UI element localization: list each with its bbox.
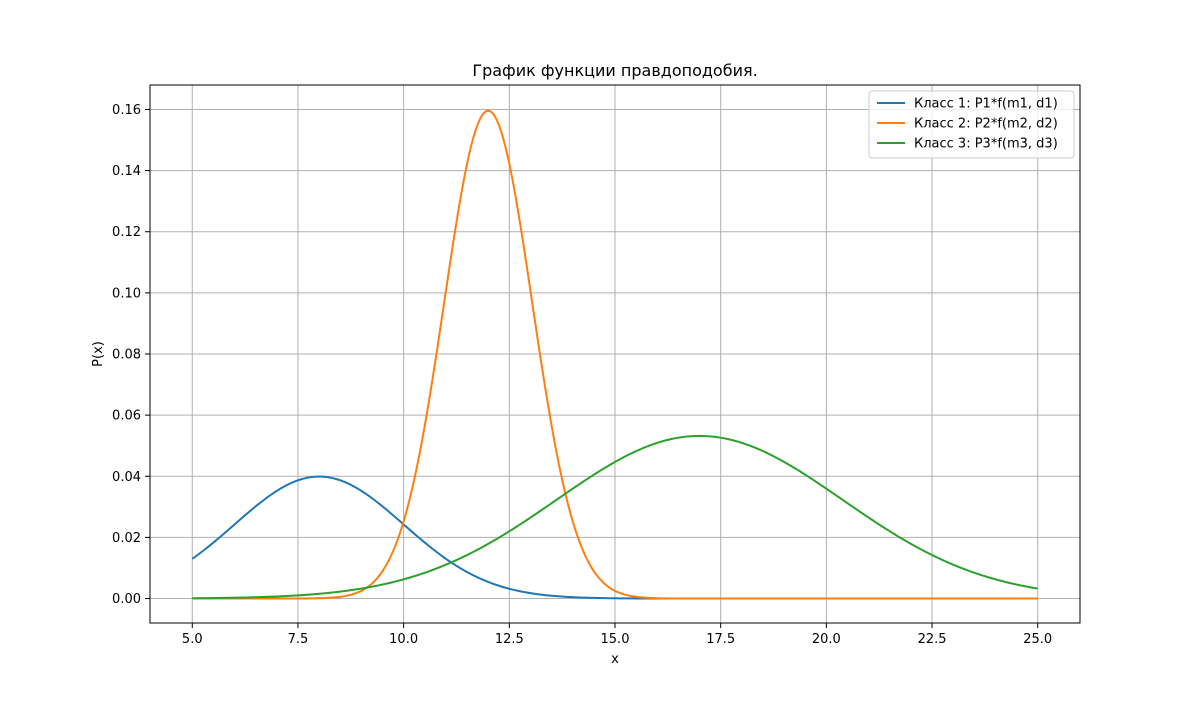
y-tick-label: 0.06	[112, 409, 141, 424]
x-tick-label: 25.0	[1023, 632, 1052, 647]
x-tick-label: 5.0	[182, 632, 203, 647]
y-tick-label: 0.02	[112, 531, 141, 546]
series-line-2	[192, 109, 1038, 600]
series-lines	[191, 109, 1038, 600]
x-tick-label: 20.0	[812, 632, 841, 647]
y-tick-label: 0.10	[112, 286, 141, 301]
x-tick-label: 22.5	[918, 632, 947, 647]
chart-title: График функции правдоподобия.	[472, 61, 757, 80]
y-tick-label: 0.08	[112, 348, 141, 363]
y-tick-label: 0.04	[112, 470, 141, 485]
x-tick-label: 10.0	[389, 632, 418, 647]
y-tick-label: 0.14	[112, 164, 141, 179]
axis-ticks: 5.0 7.5 10.0 12.5 15.0 17.5 20.0 22.5 25.0 0.00 0.…	[112, 103, 1052, 647]
legend: Класс 1: P1*f(m1, d1) Класс 2: P2*f(m2, d…	[868, 90, 1075, 159]
legend-label: Класс 1: P1*f(m1, d1)	[914, 97, 1058, 112]
y-tick-label: 0.16	[112, 103, 141, 118]
x-tick-label: 12.5	[495, 632, 524, 647]
x-tick-label: 17.5	[706, 632, 735, 647]
y-tick-label: 0.12	[112, 225, 141, 240]
y-tick-label: 0.00	[112, 592, 141, 607]
y-axis-label: P(x)	[91, 341, 106, 367]
legend-label: Класс 2: P2*f(m2, d2)	[914, 117, 1058, 132]
legend-label: Класс 3: P3*f(m3, d3)	[914, 137, 1058, 152]
series-line-3	[192, 434, 1038, 600]
x-tick-label: 7.5	[288, 632, 309, 647]
x-axis-label: x	[611, 652, 619, 667]
legend-box	[868, 90, 1075, 159]
x-tick-label: 15.0	[601, 632, 630, 647]
